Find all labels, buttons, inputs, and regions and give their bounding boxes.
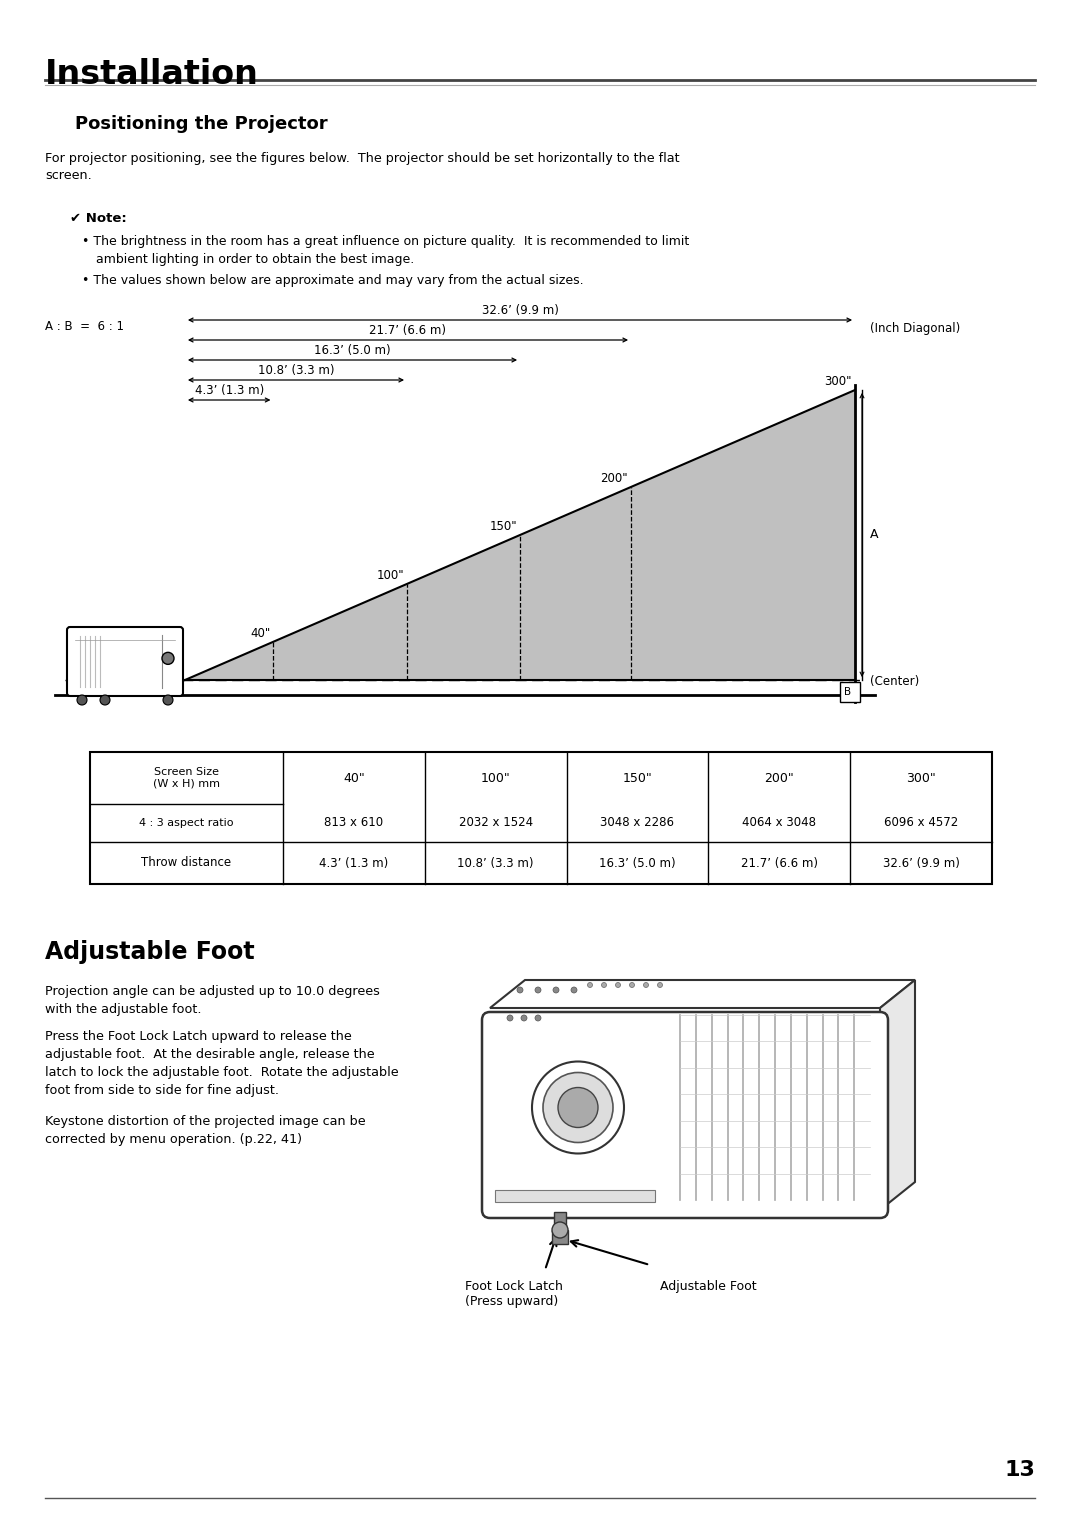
Text: 100": 100" <box>376 569 404 581</box>
Text: Adjustable Foot: Adjustable Foot <box>45 940 255 964</box>
Text: Adjustable Foot: Adjustable Foot <box>660 1279 757 1293</box>
Circle shape <box>543 1072 613 1143</box>
Text: (Inch Diagonal): (Inch Diagonal) <box>870 322 960 335</box>
Text: • The brightness in the room has a great influence on picture quality.  It is re: • The brightness in the room has a great… <box>82 235 689 248</box>
Bar <box>840 681 860 702</box>
Text: 21.7’ (6.6 m): 21.7’ (6.6 m) <box>369 324 446 338</box>
Bar <box>90 752 993 884</box>
Circle shape <box>521 1014 527 1020</box>
Circle shape <box>571 987 577 993</box>
Text: 16.3’ (5.0 m): 16.3’ (5.0 m) <box>314 344 391 357</box>
Circle shape <box>558 1087 598 1128</box>
Circle shape <box>658 983 662 987</box>
Text: Press the Foot Lock Latch upward to release the
adjustable foot.  At the desirab: Press the Foot Lock Latch upward to rele… <box>45 1030 399 1098</box>
Text: Projection angle can be adjusted up to 10.0 degrees
with the adjustable foot.: Projection angle can be adjusted up to 1… <box>45 986 380 1016</box>
Text: A: A <box>870 528 878 542</box>
Text: Keystone distortion of the projected image can be
corrected by menu operation. (: Keystone distortion of the projected ima… <box>45 1114 366 1146</box>
Text: ambient lighting in order to obtain the best image.: ambient lighting in order to obtain the … <box>96 253 415 266</box>
Text: Foot Lock Latch
(Press upward): Foot Lock Latch (Press upward) <box>465 1279 563 1308</box>
Circle shape <box>553 987 559 993</box>
Text: 40": 40" <box>251 627 270 640</box>
Polygon shape <box>490 980 915 1008</box>
Text: 100": 100" <box>481 772 511 784</box>
Circle shape <box>517 987 523 993</box>
Circle shape <box>588 983 593 987</box>
Text: 2032 x 1524: 2032 x 1524 <box>459 816 532 830</box>
Text: 200": 200" <box>765 772 794 784</box>
Circle shape <box>535 1014 541 1020</box>
Circle shape <box>630 983 635 987</box>
Text: 32.6’ (9.9 m): 32.6’ (9.9 m) <box>882 857 959 869</box>
Text: 32.6’ (9.9 m): 32.6’ (9.9 m) <box>482 304 558 316</box>
Text: Screen Size
(W x H) mm: Screen Size (W x H) mm <box>153 768 220 789</box>
Text: 4.3’ (1.3 m): 4.3’ (1.3 m) <box>320 857 389 869</box>
Text: 300": 300" <box>906 772 936 784</box>
Circle shape <box>162 653 174 665</box>
Circle shape <box>535 987 541 993</box>
Text: 40": 40" <box>343 772 365 784</box>
Text: 150": 150" <box>489 519 517 533</box>
Text: A : B  =  6 : 1: A : B = 6 : 1 <box>45 319 124 333</box>
Text: B: B <box>845 687 851 696</box>
Bar <box>495 1190 654 1202</box>
Bar <box>552 1229 568 1245</box>
Text: 150": 150" <box>623 772 652 784</box>
Text: 6096 x 4572: 6096 x 4572 <box>883 816 958 830</box>
FancyBboxPatch shape <box>482 1011 888 1217</box>
Text: 300": 300" <box>824 375 852 388</box>
Circle shape <box>552 1222 568 1238</box>
Circle shape <box>644 983 648 987</box>
Text: 200": 200" <box>600 472 627 484</box>
Text: Positioning the Projector: Positioning the Projector <box>75 115 327 133</box>
Circle shape <box>616 983 621 987</box>
Polygon shape <box>880 980 915 1210</box>
Text: 10.8’ (3.3 m): 10.8’ (3.3 m) <box>258 363 334 377</box>
Text: Installation: Installation <box>45 58 259 91</box>
Circle shape <box>100 695 110 706</box>
Text: 21.7’ (6.6 m): 21.7’ (6.6 m) <box>741 857 818 869</box>
Circle shape <box>77 695 87 706</box>
Text: ✔ Note:: ✔ Note: <box>70 212 126 226</box>
Text: 4.3’ (1.3 m): 4.3’ (1.3 m) <box>194 385 264 397</box>
Text: 813 x 610: 813 x 610 <box>324 816 383 830</box>
Text: (Center): (Center) <box>870 675 919 689</box>
Text: 4064 x 3048: 4064 x 3048 <box>742 816 816 830</box>
Text: • The values shown below are approximate and may vary from the actual sizes.: • The values shown below are approximate… <box>82 274 583 288</box>
Text: 16.3’ (5.0 m): 16.3’ (5.0 m) <box>599 857 676 869</box>
Text: Throw distance: Throw distance <box>141 857 231 869</box>
Text: 4 : 3 aspect ratio: 4 : 3 aspect ratio <box>139 818 233 828</box>
Circle shape <box>602 983 607 987</box>
Text: For projector positioning, see the figures below.  The projector should be set h: For projector positioning, see the figur… <box>45 151 679 182</box>
Polygon shape <box>185 391 855 680</box>
Text: 10.8’ (3.3 m): 10.8’ (3.3 m) <box>458 857 534 869</box>
FancyBboxPatch shape <box>67 627 183 696</box>
Circle shape <box>507 1014 513 1020</box>
Text: 13: 13 <box>1004 1459 1035 1481</box>
Text: 3048 x 2286: 3048 x 2286 <box>600 816 675 830</box>
Circle shape <box>532 1061 624 1154</box>
Circle shape <box>163 695 173 706</box>
Bar <box>554 1213 566 1229</box>
